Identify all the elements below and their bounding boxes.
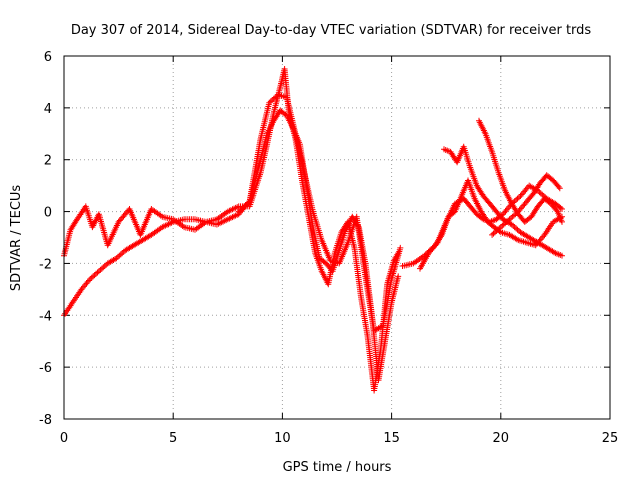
plus-markers <box>235 91 404 334</box>
y-tick-label: -4 <box>39 309 52 324</box>
plus-markers <box>417 182 565 272</box>
data-points <box>61 66 565 394</box>
x-tick-label: 25 <box>602 431 619 446</box>
x-tick-label: 0 <box>60 431 68 446</box>
plus-markers <box>489 172 563 238</box>
y-tick-label: -2 <box>39 257 52 272</box>
x-tick-label: 15 <box>383 431 400 446</box>
chart-title: Day 307 of 2014, Sidereal Day-to-day VTE… <box>71 23 592 38</box>
y-tick-label: 0 <box>44 206 52 221</box>
x-tick-label: 5 <box>169 431 177 446</box>
x-tick-label: 10 <box>274 431 291 446</box>
plus-markers <box>61 107 402 384</box>
y-tick-label: 4 <box>44 102 52 117</box>
y-axis-label: SDTVAR / TECUs <box>9 185 24 292</box>
y-tick-label: -8 <box>39 413 52 428</box>
y-tick-label: -6 <box>39 361 52 376</box>
series-track-8 <box>489 172 563 238</box>
y-tick-label: 6 <box>44 50 52 65</box>
y-tick-label: 2 <box>44 154 52 169</box>
series-track-2 <box>61 107 402 384</box>
series-track-6 <box>441 143 565 259</box>
x-axis-label: GPS time / hours <box>283 460 392 475</box>
plot-frame <box>63 55 611 420</box>
series-track-3 <box>235 91 404 334</box>
x-tick-label: 20 <box>493 431 510 446</box>
plus-markers <box>441 143 565 259</box>
tick-labels: 0 5 10 15 20 25 -8 -6 -4 -2 0 2 4 6 <box>39 50 618 446</box>
series-track-5 <box>417 182 565 272</box>
